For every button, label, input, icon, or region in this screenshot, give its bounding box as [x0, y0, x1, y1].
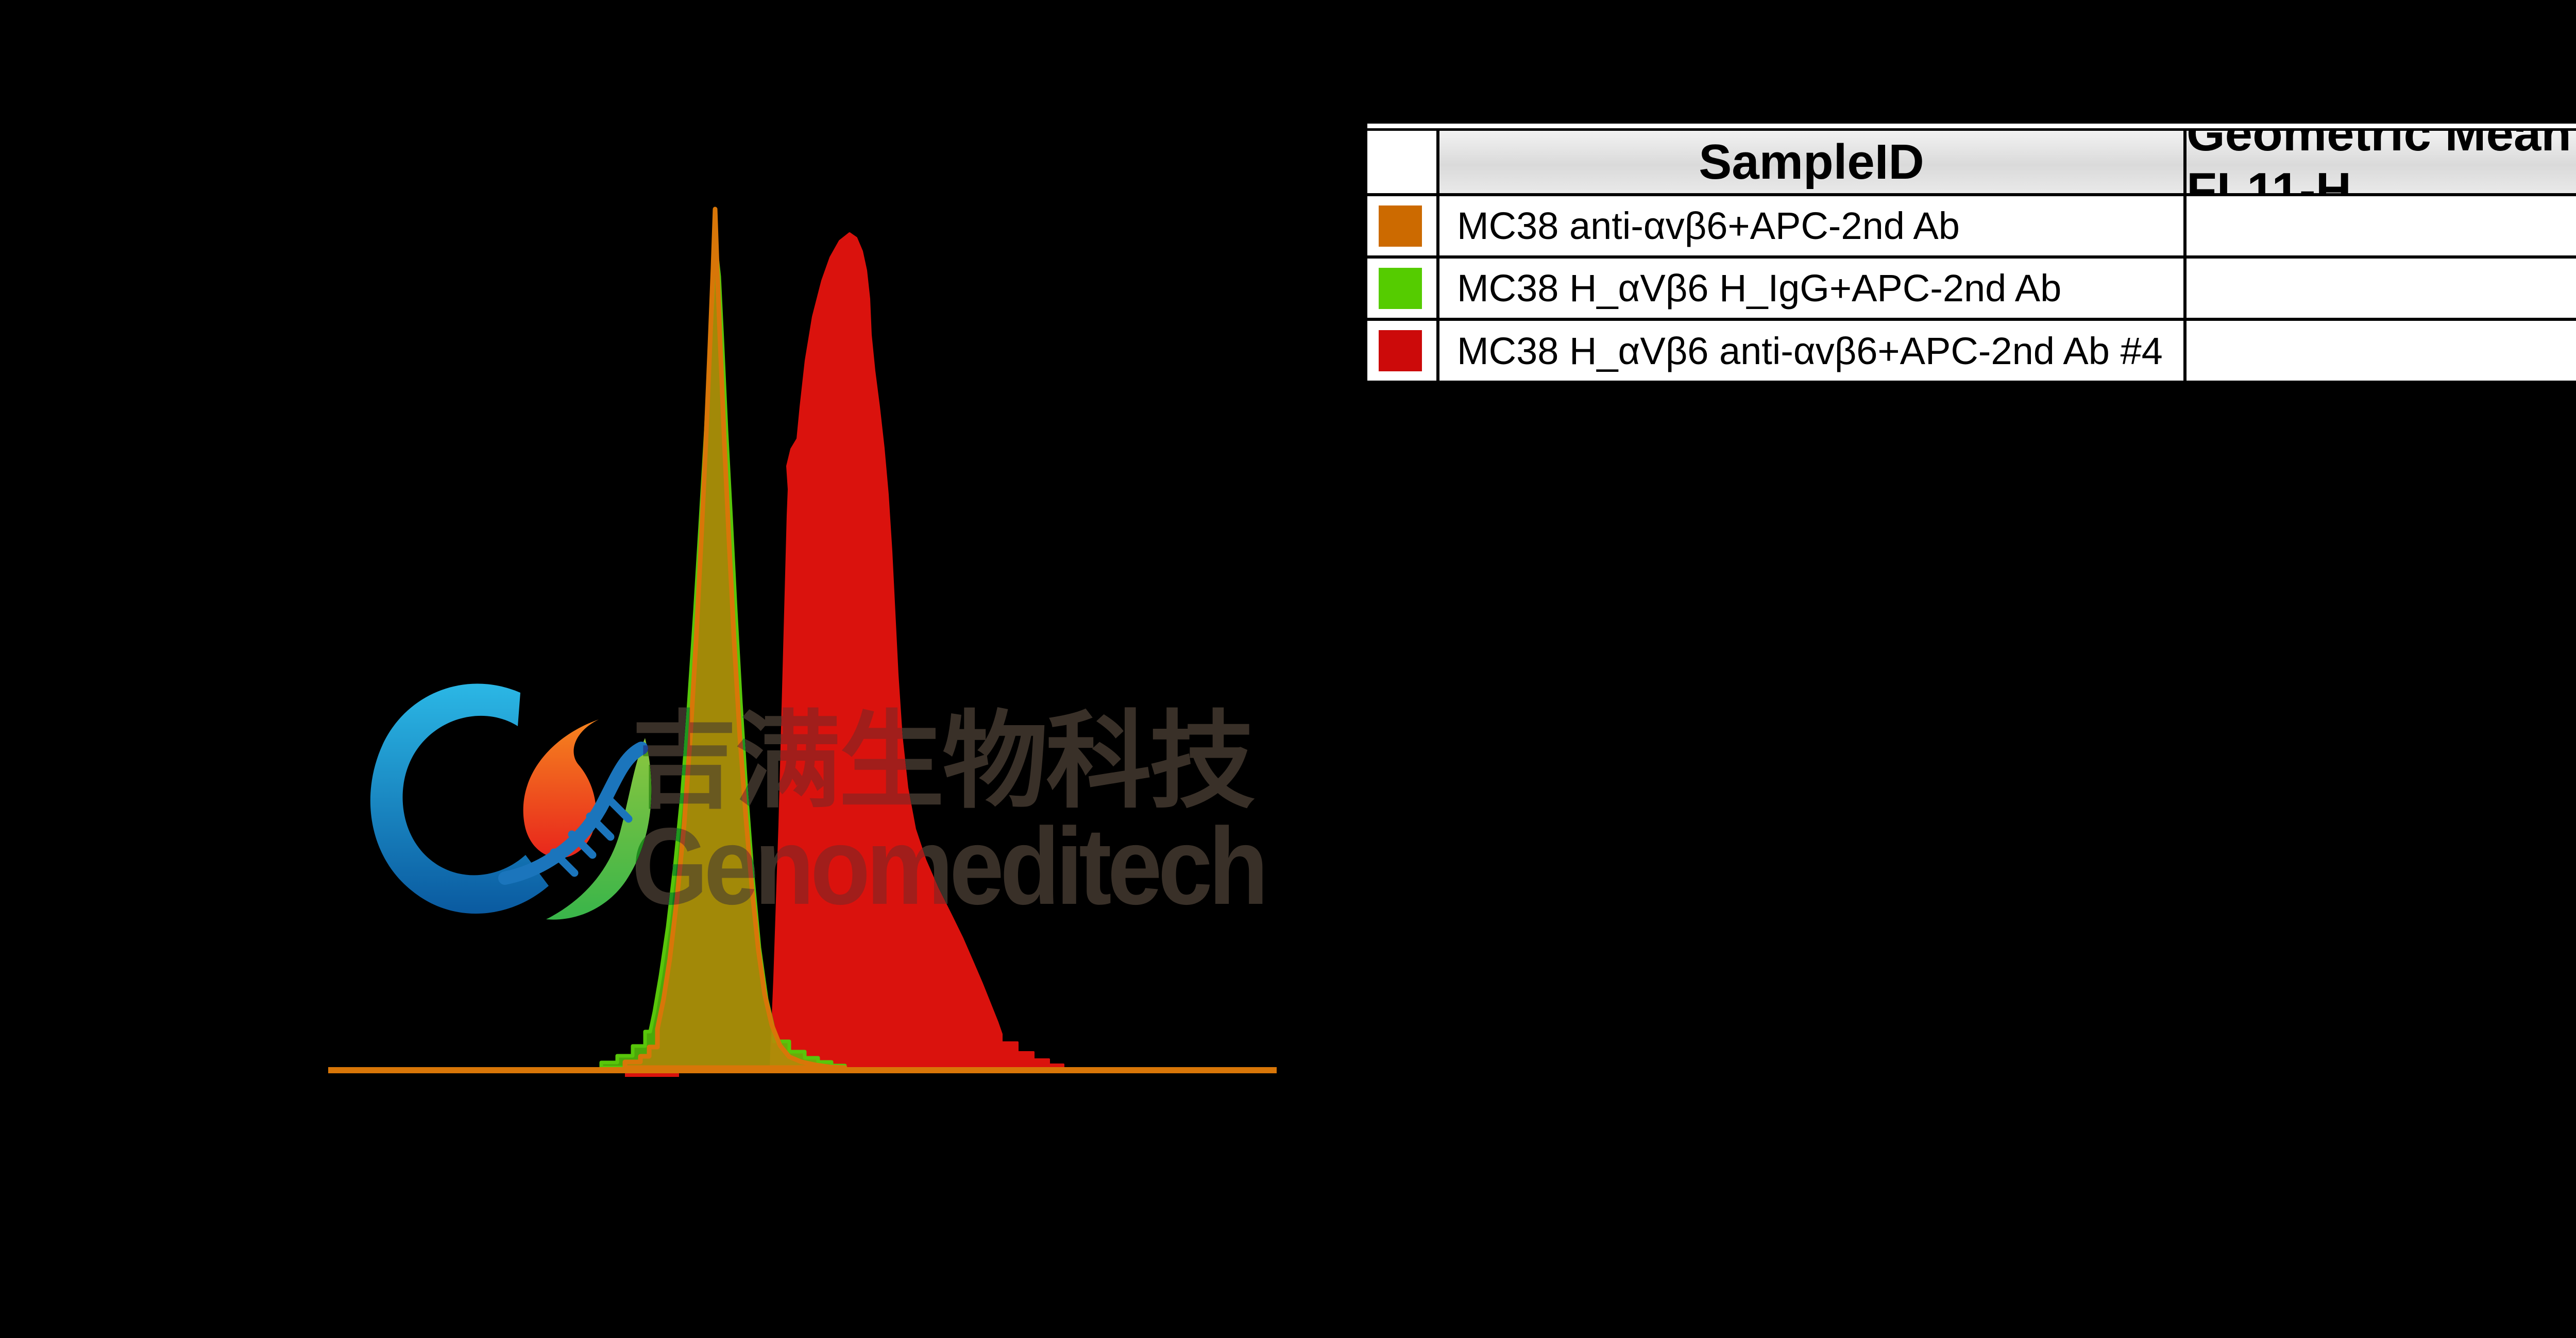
histogram-series-orange	[622, 207, 848, 1070]
table-row-swatch-cell	[1367, 259, 1439, 321]
logo-blue-swoosh-icon	[370, 683, 549, 914]
logo-leaf-icon	[546, 738, 652, 920]
watermark-cn-text: 吉满生物科技	[632, 702, 1255, 820]
statistics-table: SampleID Geometric Mean : FL11-H MC38 an…	[1364, 124, 2576, 381]
table-row-sample-id: MC38 anti-αvβ6+APC-2nd Ab	[1439, 196, 2187, 259]
table-row-geometric-mean: 2122	[2187, 196, 2576, 259]
table-row-geometric-mean: 27534	[2187, 321, 2576, 381]
genomeditech-logo	[370, 683, 652, 920]
histogram-series-red	[770, 232, 1074, 1070]
orange-baseline	[328, 1067, 1277, 1073]
table-row-geometric-mean: 1990	[2187, 259, 2576, 321]
header-geometric-mean: Geometric Mean : FL11-H	[2187, 131, 2576, 196]
logo-dna-strand-icon	[498, 742, 648, 885]
green-swatch	[1379, 267, 1422, 309]
header-sampleid: SampleID	[1439, 131, 2187, 196]
table-row-sample-id: MC38 H_αVβ6 anti-αvβ6+APC-2nd Ab #4	[1439, 321, 2187, 381]
header-swatch-cell	[1367, 131, 1439, 196]
red-swatch	[1379, 330, 1422, 371]
orange-swatch	[1379, 205, 1422, 247]
table-row-sample-id: MC38 H_αVβ6 H_IgG+APC-2nd Ab	[1439, 259, 2187, 321]
table-row-swatch-cell	[1367, 196, 1439, 259]
logo-flame-icon	[523, 719, 599, 858]
watermark-en-text: Genomeditech	[632, 805, 1268, 927]
logo-dna-rungs-icon	[550, 794, 633, 877]
table-row-swatch-cell	[1367, 321, 1439, 381]
